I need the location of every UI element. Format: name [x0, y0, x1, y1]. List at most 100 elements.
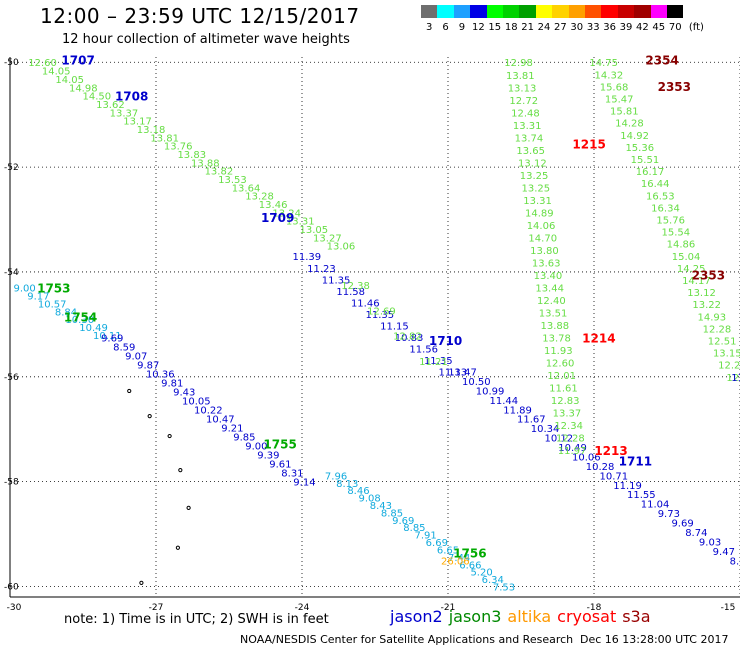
wave-height-value: 8.6 — [730, 556, 740, 567]
wave-height-value: 13.27 — [313, 233, 342, 244]
wave-height-value: 13.53 — [218, 175, 247, 186]
wave-height-value: 7.96 — [325, 471, 347, 482]
wave-height-value: 9.61 — [269, 460, 291, 471]
wave-height-value: 12.25 — [718, 361, 740, 372]
note-text: note: 1) Time is in UTC; 2) SWH is in fe… — [64, 612, 329, 627]
wave-height-value: 10.06 — [572, 452, 601, 463]
wave-height-value: 9.17 — [27, 292, 49, 303]
wave-height-value: 11.56 — [409, 344, 438, 355]
pass-label: 1710 — [429, 334, 462, 348]
y-tick-label: -50 — [4, 58, 19, 68]
y-tick-label: -56 — [4, 373, 19, 383]
color-swatch — [585, 5, 602, 18]
wave-height-value: 14.05 — [55, 75, 84, 86]
color-scale-label: 12 — [472, 22, 485, 33]
color-scale-label: 39 — [619, 22, 633, 33]
wave-height-value: 6.69 — [426, 538, 448, 549]
timestamp-text: Dec 16 13:28:00 UTC 2017 — [580, 633, 729, 646]
wave-height-value: 13.46 — [259, 200, 288, 211]
wave-height-value: 13.24 — [272, 208, 301, 219]
wave-height-value: 10.49 — [79, 323, 108, 334]
wave-height-value: 8.59 — [113, 342, 135, 353]
wave-height-value: 13.06 — [327, 242, 356, 253]
wave-height-value: 10.83 — [395, 333, 424, 344]
wave-height-value: 13.83 — [177, 150, 206, 161]
wave-height-value: 11.35 — [424, 356, 453, 367]
color-swatch — [667, 5, 684, 18]
wave-height-value: 8.85 — [381, 508, 403, 519]
wave-height-value: 13.74 — [515, 133, 544, 144]
wave-height-value: 6.65 — [437, 545, 459, 556]
wave-height-value: 14.32 — [595, 70, 624, 81]
wave-height-value: 14.93 — [698, 312, 727, 323]
pass-label: 1711 — [619, 455, 652, 469]
color-scale-label: 33 — [586, 22, 600, 33]
y-tick-label: -60 — [4, 583, 19, 593]
wave-height-value: 12.28 — [703, 324, 732, 335]
wave-height-value: 10.71 — [600, 471, 629, 482]
wave-height-value: 9.00 — [245, 442, 267, 453]
wave-height-value: 11.61 — [549, 384, 578, 395]
wave-height-value: 15.47 — [605, 95, 634, 106]
wave-height-value: 11.55 — [627, 490, 656, 501]
wave-height-value: 14.17 — [682, 276, 711, 287]
color-swatch — [453, 5, 471, 18]
island-marker — [147, 414, 152, 419]
wave-height-value: 9.43 — [173, 388, 195, 399]
wave-height-value: 16.44 — [641, 179, 670, 190]
color-scale-label: 36 — [603, 22, 616, 33]
pass-label: 2353 — [692, 269, 725, 283]
y-tick-label: -54 — [4, 268, 19, 278]
wave-height-value: 15.76 — [656, 216, 685, 227]
wave-height-value: 13.12 — [687, 288, 716, 299]
x-tick-label: -18 — [587, 603, 602, 613]
wave-height-value: 14.92 — [620, 131, 649, 142]
color-swatch — [503, 5, 520, 18]
wave-height-value: 13.31 — [523, 196, 552, 207]
wave-height-value: 12.48 — [511, 108, 540, 119]
wave-height-value: 12.69 — [367, 306, 396, 317]
wave-height-value: 8.46 — [347, 486, 369, 497]
wave-height-value: 15.36 — [625, 143, 654, 154]
wave-height-value: 10.47 — [206, 415, 235, 426]
legend-entry: s3a — [622, 607, 651, 626]
wave-height-value: 9.00 — [13, 284, 35, 295]
color-scale-label: 30 — [570, 22, 584, 33]
wave-height-value: 11.58 — [336, 287, 365, 298]
wave-height-value: 11.15 — [380, 321, 409, 332]
wave-height-value: 13.15 — [713, 349, 740, 360]
wave-height-value: 9.39 — [257, 451, 279, 462]
wave-height-value: 10.99 — [476, 386, 505, 397]
wave-height-value: 15.04 — [672, 252, 701, 263]
wave-height-value: 11.97 — [558, 446, 587, 457]
wave-height-value: 14.50 — [83, 92, 112, 103]
wave-height-value: 13.17 — [123, 117, 152, 128]
satellite-legend: jason2 jason3 altika cryosat s3a — [390, 607, 657, 626]
wave-height-value: 14.28 — [615, 119, 644, 130]
wave-height-value: 13.63 — [532, 258, 561, 269]
wave-height-value: 11.19 — [613, 481, 642, 492]
wave-height-value: 8.43 — [370, 501, 392, 512]
wave-height-value: 8.13 — [336, 479, 358, 490]
wave-height-value: 13.82 — [205, 167, 234, 178]
wave-height-value: 13.65 — [516, 146, 545, 157]
color-scale-label: 18 — [504, 22, 518, 33]
color-scale-label: 21 — [521, 22, 534, 33]
color-swatch — [617, 5, 635, 18]
wave-height-value: 10.57 — [38, 299, 67, 310]
wave-height-value: 13.22 — [692, 300, 721, 311]
wave-height-value: 12.82 — [393, 332, 422, 343]
wave-height-value: 10.12 — [545, 434, 574, 445]
wave-height-value: 12.28 — [556, 434, 585, 445]
wave-height-value: 9.14 — [293, 478, 315, 489]
wave-height-value: 14.70 — [528, 233, 557, 244]
wave-height-value: 12.51 — [708, 337, 737, 348]
wave-height-value: 14.86 — [667, 240, 696, 251]
color-swatch — [535, 5, 553, 18]
pass-label: 1754 — [64, 311, 97, 325]
color-swatch — [634, 5, 651, 18]
wave-height-value: 7.53 — [493, 583, 515, 594]
wave-height-value: 11.04 — [641, 500, 670, 511]
wave-height-value: 11.35 — [322, 275, 351, 286]
island-marker — [175, 545, 180, 550]
